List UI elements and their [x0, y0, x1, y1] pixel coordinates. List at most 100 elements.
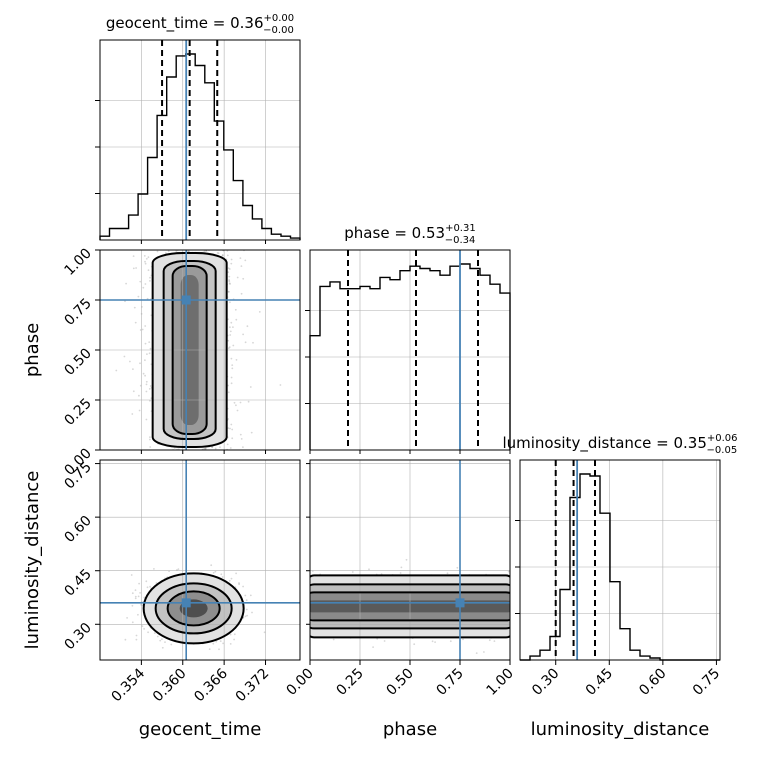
panel-geocent_time-vs-phase-sample-point: [205, 447, 207, 450]
panel-geocent_time-vs-phase-sample-point: [148, 352, 151, 355]
hist-luminosity_distance-title-plus: +0.06: [707, 433, 738, 444]
panel-geocent_time-vs-luminosity_distance-sample-point: [219, 640, 222, 642]
panel-geocent_time-vs-luminosity_distance-sample-point: [141, 625, 144, 627]
panel-geocent_time-vs-phase-sample-point: [228, 280, 231, 283]
panel-geocent_time-vs-phase-sample-point: [129, 360, 131, 363]
panel-geocent_time-vs-phase-sample-point: [242, 333, 245, 336]
panel-geocent_time-vs-phase-sample-point: [144, 262, 147, 265]
panel-geocent_time-vs-luminosity_distance-sample-point: [238, 583, 241, 586]
hist-phase-title-minus: −0.34: [445, 235, 476, 246]
xtick-label-phase: 0.75: [433, 666, 466, 699]
panel-geocent_time-vs-phase-sample-point: [147, 269, 150, 272]
panel-geocent_time-vs-phase-sample-point: [148, 388, 151, 390]
hist-geocent_time-title-plus: +0.00: [264, 13, 295, 24]
panel-geocent_time-vs-luminosity_distance-sample-point: [245, 608, 248, 611]
xtick-label-geocent_time: 0.372: [233, 666, 273, 706]
panel-geocent_time-vs-luminosity_distance-sample-point: [131, 592, 134, 595]
yaxis-label-phase: phase: [22, 323, 43, 377]
panel-geocent_time-vs-luminosity_distance-sample-point: [233, 638, 236, 641]
panel-geocent_time-vs-luminosity_distance-contour-line: [166, 590, 221, 627]
panel-geocent_time-vs-phase-sample-point: [229, 334, 232, 336]
panel-geocent_time-vs-phase-contour-line: [151, 252, 228, 448]
panel-geocent_time-vs-luminosity_distance-sample-point: [210, 564, 213, 567]
panel-geocent_time-vs-luminosity_distance-sample-point: [221, 576, 224, 578]
panel-geocent_time-vs-phase-sample-point: [145, 380, 148, 383]
panel-geocent_time-vs-phase-sample-point: [144, 260, 146, 263]
panel-phase-vs-luminosity_distance-truth-marker: [455, 598, 465, 608]
panel-phase-vs-luminosity_distance-sample-point: [483, 651, 485, 653]
panel-phase-vs-luminosity_distance-sample-point: [351, 571, 354, 573]
panel-geocent_time-vs-luminosity_distance-sample-point: [233, 633, 236, 636]
panel-geocent_time-vs-phase-sample-point: [227, 427, 230, 429]
hist-phase-title: phase = 0.53+0.31 −0.34: [344, 223, 475, 246]
hist-geocent_time-title-text: geocent_time = 0.36: [106, 14, 264, 33]
panel-phase-vs-luminosity_distance-sample-point: [413, 643, 416, 646]
panel-geocent_time-vs-luminosity_distance-sample-point: [229, 633, 232, 636]
xaxis-label-geocent_time: geocent_time: [139, 719, 262, 740]
panel-geocent_time-vs-phase-sample-point: [219, 446, 221, 448]
panel-geocent_time-vs-phase-sample-point: [132, 368, 134, 370]
xaxis-label-phase: phase: [383, 719, 437, 740]
panel-geocent_time-vs-phase-sample-point: [149, 276, 151, 279]
panel-phase-vs-luminosity_distance-sample-point: [368, 568, 370, 571]
panel-geocent_time-vs-phase-sample-point: [239, 433, 242, 436]
panel-geocent_time-vs-phase-sample-point: [229, 283, 231, 285]
panel-geocent_time-vs-phase-sample-point: [146, 353, 148, 355]
panel-geocent_time-vs-phase-sample-point: [240, 265, 243, 267]
panel-phase-vs-luminosity_distance-sample-point: [507, 570, 510, 573]
panel-geocent_time-vs-phase-sample-point: [132, 267, 135, 270]
panel-geocent_time-vs-phase-sample-point: [229, 427, 231, 430]
panel-geocent_time-vs-phase-truth-marker: [181, 295, 191, 305]
panel-geocent_time-vs-phase-sample-point: [244, 259, 247, 262]
panel-geocent_time-vs-luminosity_distance-sample-point: [130, 574, 133, 576]
panel-geocent_time-vs-luminosity_distance-sample-point: [177, 568, 180, 570]
panel-geocent_time-vs-phase-sample-point: [132, 255, 135, 257]
panel-geocent_time-vs-phase-sample-point: [147, 256, 150, 259]
panel-phase-vs-luminosity_distance-sample-point: [493, 640, 496, 642]
panel-geocent_time-vs-phase-sample-point: [231, 428, 234, 431]
panel-phase-vs-luminosity_distance-contour-line: [310, 574, 510, 639]
panel-geocent_time-vs-phase-sample-point: [214, 447, 217, 450]
xtick-label-geocent_time: 0.354: [109, 665, 149, 705]
ytick-label-phase: 1.00: [61, 246, 94, 279]
grid-layer: [100, 40, 720, 660]
xtick-label-geocent_time: 0.366: [191, 665, 231, 705]
panel-geocent_time-vs-phase-sample-point: [221, 254, 224, 257]
panel-geocent_time-vs-phase-sample-point: [164, 252, 167, 254]
hist-luminosity_distance-title-text: luminosity_distance = 0.35: [502, 434, 706, 453]
panel-phase-vs-luminosity_distance-sample-point: [399, 572, 402, 574]
panel-geocent_time-vs-luminosity_distance-sample-point: [245, 599, 248, 602]
panel-geocent_time-vs-phase-sample-point: [230, 321, 233, 324]
yaxis-label-luminosity_distance: luminosity_distance: [22, 471, 43, 650]
panel-geocent_time-vs-phase-sample-point: [211, 446, 214, 449]
panel-geocent_time-vs-phase-sample-point: [250, 431, 253, 434]
panel-geocent_time-vs-phase-sample-point: [244, 341, 247, 344]
hist-geocent_time-frame: [99, 39, 301, 241]
hist-geocent_time-title: geocent_time = 0.36+0.00 −0.00: [106, 13, 294, 36]
panel-geocent_time-vs-phase-sample-point: [125, 282, 127, 285]
panel-phase-vs-luminosity_distance-sample-point: [431, 640, 434, 643]
panel-geocent_time-vs-phase-sample-point: [149, 399, 151, 402]
panel-phase-vs-luminosity_distance-sample-point: [488, 639, 491, 642]
panel-geocent_time-vs-luminosity_distance-sample-point: [218, 648, 220, 651]
panel-geocent_time-vs-phase-sample-point: [149, 347, 152, 350]
panel-phase-vs-luminosity_distance-contours: [310, 574, 510, 639]
panel-phase-vs-luminosity_distance-sample-point: [434, 641, 436, 643]
panel-geocent_time-vs-phase-sample-point: [229, 447, 232, 449]
panel-phase-vs-luminosity_distance-sample-point: [456, 566, 459, 569]
panel-geocent_time-vs-luminosity_distance-sample-point: [228, 579, 231, 582]
panel-geocent_time-vs-luminosity_distance-sample-point: [137, 595, 140, 598]
panel-geocent_time-vs-luminosity_distance-sample-point: [212, 642, 215, 645]
hist-phase-title-plus: +0.31: [445, 223, 476, 234]
hist-luminosity_distance-title: luminosity_distance = 0.35+0.06 −0.05: [502, 433, 737, 456]
xtick-label-phase: 1.00: [483, 666, 516, 699]
panel-geocent_time-vs-luminosity_distance-sample-point: [208, 648, 211, 650]
panel-geocent_time-vs-phase-sample-point: [123, 355, 126, 358]
panel-geocent_time-vs-luminosity_distance-sample-point: [161, 646, 164, 649]
panel-geocent_time-vs-phase-sample-point: [133, 306, 136, 309]
panel-geocent_time-vs-phase-sample-point: [145, 390, 148, 393]
panel-geocent_time-vs-phase-sample-point: [205, 250, 208, 252]
panel-geocent_time-vs-phase-sample-point: [229, 301, 231, 304]
panel-phase-vs-luminosity_distance-contour-line: [310, 591, 510, 622]
panel-geocent_time-vs-phase-sample-point: [167, 250, 170, 253]
